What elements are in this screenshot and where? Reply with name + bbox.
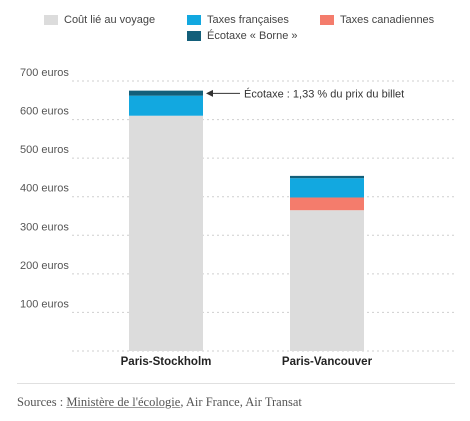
divider [17,383,455,384]
y-tick-label-100: 100 euros [20,298,69,310]
legend-swatch-taxes-canadiennes [320,15,334,25]
bar-1-series-3 [290,175,364,179]
y-tick-label-600: 600 euros [20,106,69,118]
annotation-arrow-icon [206,89,213,97]
legend-item-taxes-canadiennes: Taxes canadiennes [320,14,434,26]
legend-item-cout-voyage: Coût lié au voyage [44,14,155,26]
legend-label-taxes-canadiennes: Taxes canadiennes [340,14,435,26]
bar-0-series-0 [129,115,203,351]
y-tick-label-500: 500 euros [20,144,69,156]
y-tick-label-400: 400 euros [20,183,69,195]
sources-rest: , Air France, Air Transat [180,395,302,409]
x-category-label-1: Paris-Vancouver [282,356,373,368]
bar-0-series-3 [129,90,203,96]
stacked-bar-chart: 100 euros 200 euros 300 euros 400 euros 500 … [20,67,455,368]
bar-1-series-1 [290,197,364,211]
legend-label-cout-voyage: Coût lié au voyage [64,14,156,26]
bar-1-series-2 [290,178,364,198]
y-tick-label-300: 300 euros [20,221,69,233]
legend-label-taxes-francaises: Taxes françaises [207,14,289,26]
bar-0-series-2 [129,95,203,116]
y-tick-label-200: 200 euros [20,260,69,272]
legend-item-taxes-francaises: Taxes françaises [187,14,289,26]
sources-prefix: Sources : [17,395,67,409]
y-tick-label-700: 700 euros [20,67,69,79]
legend-swatch-taxes-francaises [187,15,201,25]
legend-swatch-ecotaxe [187,31,201,41]
legend-label-ecotaxe: Écotaxe « Borne » [207,30,298,42]
sources-line: Sources : Ministère de l'écologie, Air F… [17,395,302,410]
gridlines [72,80,455,352]
bar-1-series-0 [290,210,364,351]
legend-swatch-cout-voyage [44,15,58,25]
sources-link-ministere[interactable]: Ministère de l'écologie [66,395,181,409]
legend-item-ecotaxe: Écotaxe « Borne » [187,30,298,42]
annotation-text: Écotaxe : 1,33 % du prix du billet [244,87,404,100]
x-category-label-0: Paris-Stockholm [121,356,212,368]
